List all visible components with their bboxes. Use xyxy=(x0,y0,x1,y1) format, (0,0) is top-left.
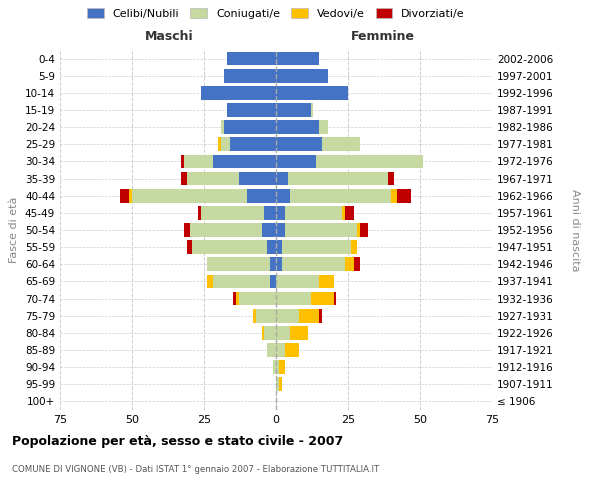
Bar xyxy=(276,189,290,202)
Bar xyxy=(276,309,299,322)
Bar xyxy=(276,103,311,117)
Bar xyxy=(388,172,394,185)
Bar xyxy=(132,189,247,202)
Bar xyxy=(276,360,279,374)
Bar xyxy=(276,326,290,340)
Bar xyxy=(276,274,319,288)
Bar xyxy=(276,138,322,151)
Bar xyxy=(282,240,351,254)
Bar xyxy=(256,309,276,322)
Bar xyxy=(212,154,276,168)
Text: Popolazione per età, sesso e stato civile - 2007: Popolazione per età, sesso e stato civil… xyxy=(12,435,343,448)
Bar xyxy=(273,360,276,374)
Bar xyxy=(322,138,359,151)
Legend: Celibi/Nubili, Coniugati/e, Vedovi/e, Divorziati/e: Celibi/Nubili, Coniugati/e, Vedovi/e, Di… xyxy=(87,8,465,19)
Bar xyxy=(262,223,276,237)
Bar xyxy=(284,223,356,237)
Bar xyxy=(247,189,276,202)
Bar xyxy=(201,86,276,100)
Bar xyxy=(276,86,348,100)
Bar xyxy=(299,309,319,322)
Bar xyxy=(198,206,201,220)
Bar xyxy=(230,138,276,151)
Bar xyxy=(356,223,359,237)
Bar xyxy=(270,258,276,271)
Bar xyxy=(284,206,342,220)
Bar xyxy=(284,343,299,357)
Bar xyxy=(276,52,319,66)
Bar xyxy=(342,206,345,220)
Bar xyxy=(287,172,388,185)
Bar xyxy=(276,206,284,220)
Bar xyxy=(279,378,282,391)
Bar xyxy=(270,274,276,288)
Bar xyxy=(236,292,239,306)
Bar xyxy=(233,292,236,306)
Bar xyxy=(311,103,313,117)
Bar xyxy=(391,189,397,202)
Bar xyxy=(221,138,230,151)
Bar xyxy=(212,274,270,288)
Bar xyxy=(121,189,129,202)
Bar xyxy=(262,326,265,340)
Bar xyxy=(276,258,282,271)
Y-axis label: Fasce di età: Fasce di età xyxy=(10,197,19,263)
Bar xyxy=(221,120,224,134)
Bar xyxy=(354,258,359,271)
Bar xyxy=(290,326,308,340)
Bar xyxy=(351,240,356,254)
Bar xyxy=(181,172,187,185)
Bar xyxy=(276,172,287,185)
Bar xyxy=(276,378,279,391)
Bar xyxy=(207,258,270,271)
Bar xyxy=(129,189,132,202)
Bar xyxy=(276,154,316,168)
Bar xyxy=(276,343,284,357)
Bar xyxy=(319,274,334,288)
Y-axis label: Anni di nascita: Anni di nascita xyxy=(570,188,580,271)
Bar xyxy=(268,240,276,254)
Bar xyxy=(276,240,282,254)
Bar xyxy=(184,154,212,168)
Bar xyxy=(193,240,268,254)
Bar xyxy=(345,206,354,220)
Bar xyxy=(265,326,276,340)
Bar xyxy=(319,309,322,322)
Bar xyxy=(187,240,193,254)
Bar xyxy=(265,206,276,220)
Bar xyxy=(207,274,212,288)
Bar xyxy=(397,189,412,202)
Bar xyxy=(345,258,354,271)
Bar xyxy=(253,309,256,322)
Bar xyxy=(316,154,423,168)
Bar xyxy=(334,292,337,306)
Bar xyxy=(276,292,311,306)
Bar xyxy=(201,206,265,220)
Bar xyxy=(239,172,276,185)
Bar xyxy=(224,120,276,134)
Bar xyxy=(311,292,334,306)
Bar xyxy=(359,223,368,237)
Bar xyxy=(290,189,391,202)
Bar xyxy=(279,360,284,374)
Bar xyxy=(276,223,284,237)
Bar xyxy=(218,138,221,151)
Bar xyxy=(239,292,276,306)
Bar xyxy=(187,172,239,185)
Bar xyxy=(181,154,184,168)
Bar xyxy=(319,120,328,134)
Bar xyxy=(227,103,276,117)
Bar xyxy=(224,69,276,82)
Bar xyxy=(282,258,345,271)
Bar xyxy=(227,52,276,66)
Text: Femmine: Femmine xyxy=(350,30,415,43)
Bar xyxy=(184,223,190,237)
Bar xyxy=(190,223,262,237)
Bar xyxy=(276,69,328,82)
Text: Maschi: Maschi xyxy=(145,30,194,43)
Text: COMUNE DI VIGNONE (VB) - Dati ISTAT 1° gennaio 2007 - Elaborazione TUTTITALIA.IT: COMUNE DI VIGNONE (VB) - Dati ISTAT 1° g… xyxy=(12,465,379,474)
Bar xyxy=(268,343,276,357)
Bar xyxy=(276,120,319,134)
